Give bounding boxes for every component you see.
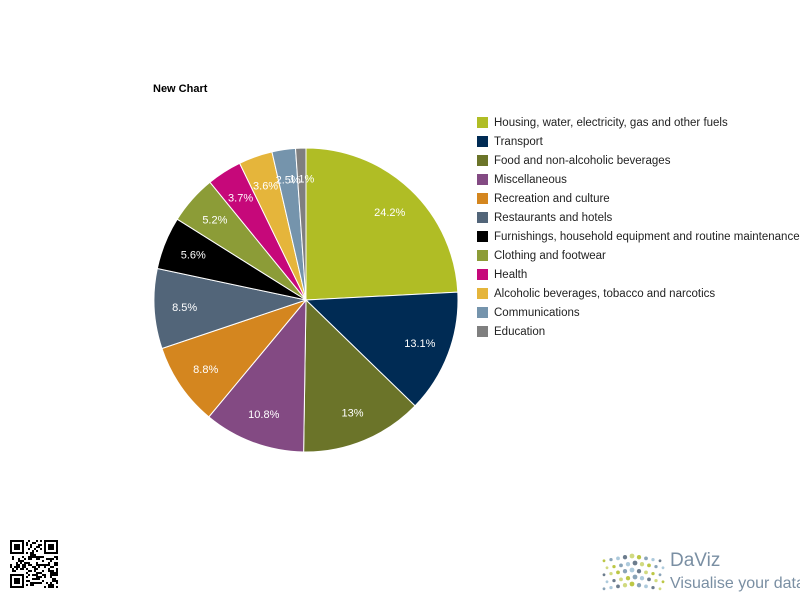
legend-label: Food and non-alcoholic beverages bbox=[494, 154, 671, 167]
slice-data-label: 5.6% bbox=[181, 249, 206, 261]
pie-slices bbox=[153, 147, 459, 453]
slice-data-label: 3.6% bbox=[253, 180, 278, 192]
legend-item[interactable]: Housing, water, electricity, gas and oth… bbox=[477, 113, 800, 132]
legend-swatch bbox=[477, 326, 488, 337]
slice-data-label: 1.1% bbox=[289, 173, 314, 185]
slice-data-label: 5.2% bbox=[202, 215, 227, 227]
legend-swatch bbox=[477, 212, 488, 223]
legend-swatch bbox=[477, 174, 488, 185]
slice-data-label: 24.2% bbox=[374, 207, 405, 219]
legend-swatch bbox=[477, 307, 488, 318]
legend-item[interactable]: Communications bbox=[477, 303, 800, 322]
legend-swatch bbox=[477, 136, 488, 147]
legend-swatch bbox=[477, 288, 488, 299]
legend-item[interactable]: Education bbox=[477, 322, 800, 341]
legend-swatch bbox=[477, 155, 488, 166]
pie-slice[interactable] bbox=[305, 147, 459, 301]
legend-label: Clothing and footwear bbox=[494, 249, 606, 262]
slice-data-label: 13% bbox=[341, 407, 363, 419]
legend-label: Alcoholic beverages, tobacco and narcoti… bbox=[494, 287, 716, 300]
legend-label: Miscellaneous bbox=[494, 173, 567, 186]
slice-data-label: 13.1% bbox=[404, 338, 435, 350]
legend-label: Transport bbox=[494, 135, 543, 148]
legend: Housing, water, electricity, gas and oth… bbox=[477, 113, 800, 341]
legend-label: Recreation and culture bbox=[494, 192, 610, 205]
legend-swatch bbox=[477, 250, 488, 261]
pie-slice[interactable] bbox=[304, 291, 459, 407]
slice-data-label: 3.7% bbox=[228, 192, 253, 204]
daviz-logo: DaViz Visualise your data bbox=[598, 548, 800, 596]
legend-label: Housing, water, electricity, gas and oth… bbox=[494, 116, 728, 129]
legend-item[interactable]: Miscellaneous bbox=[477, 170, 800, 189]
chart-title: New Chart bbox=[153, 83, 208, 95]
pie-slice[interactable] bbox=[303, 298, 416, 453]
legend-swatch bbox=[477, 231, 488, 242]
pie-slice[interactable] bbox=[294, 147, 307, 301]
legend-item[interactable]: Transport bbox=[477, 132, 800, 151]
legend-item[interactable]: Clothing and footwear bbox=[477, 246, 800, 265]
legend-label: Furnishings, household equipment and rou… bbox=[494, 230, 800, 243]
pie-slice[interactable] bbox=[208, 298, 307, 453]
legend-swatch bbox=[477, 269, 488, 280]
legend-item[interactable]: Health bbox=[477, 265, 800, 284]
legend-item[interactable]: Alcoholic beverages, tobacco and narcoti… bbox=[477, 284, 800, 303]
legend-item[interactable]: Restaurants and hotels bbox=[477, 208, 800, 227]
legend-label: Education bbox=[494, 325, 546, 338]
legend-swatch bbox=[477, 193, 488, 204]
logo-tagline: Visualise your data bbox=[670, 575, 800, 592]
legend-label: Restaurants and hotels bbox=[494, 211, 613, 224]
pie-labels: 24.2% 13.1% 13% 10.8% 8.8% 8.5% 5.6% 5.2%3.7%3.… bbox=[172, 173, 436, 421]
qr-code-icon bbox=[10, 540, 58, 588]
legend-item[interactable]: Recreation and culture bbox=[477, 189, 800, 208]
logo-name: DaViz bbox=[670, 550, 721, 571]
legend-swatch bbox=[477, 117, 488, 128]
slice-data-label: 8.8% bbox=[193, 364, 218, 376]
pie-slice[interactable] bbox=[161, 298, 308, 418]
legend-item[interactable]: Food and non-alcoholic beverages bbox=[477, 151, 800, 170]
legend-label: Communications bbox=[494, 306, 580, 319]
legend-label: Health bbox=[494, 268, 528, 281]
dots-logo-icon bbox=[602, 553, 665, 591]
slice-data-label: 8.5% bbox=[172, 302, 197, 314]
slice-data-label: 10.8% bbox=[248, 409, 279, 421]
legend-item[interactable]: Furnishings, household equipment and rou… bbox=[477, 227, 800, 246]
slice-data-label: 2.5% bbox=[276, 175, 301, 187]
